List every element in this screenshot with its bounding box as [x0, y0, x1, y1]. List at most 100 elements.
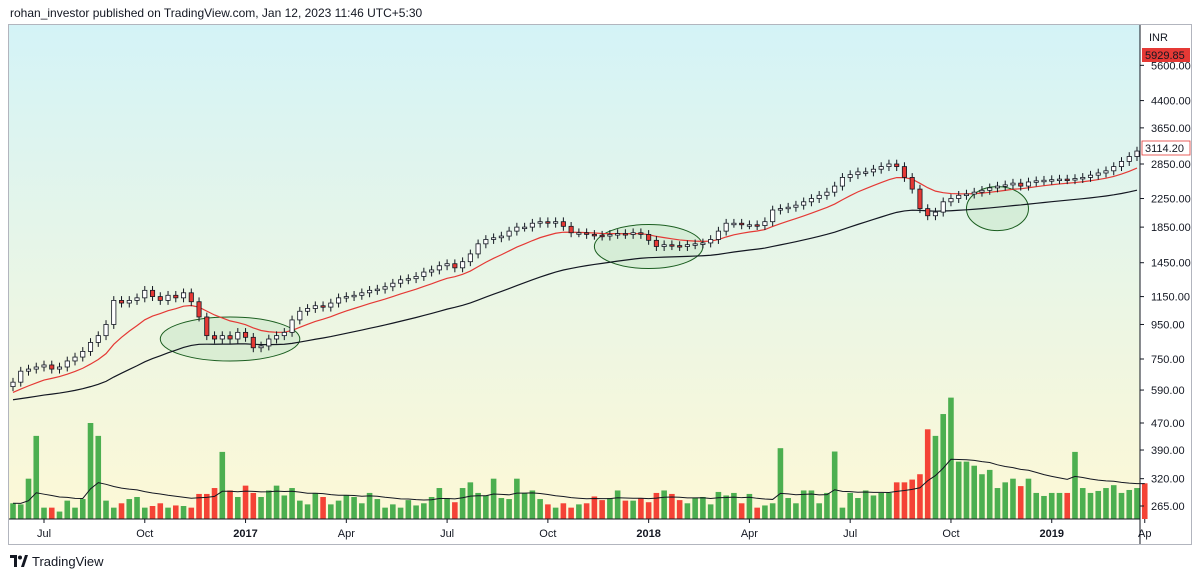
candle-body	[731, 222, 737, 226]
candle-body	[839, 177, 845, 187]
time-axis-tick-label: Oct	[942, 528, 959, 540]
volume-bar	[630, 500, 636, 519]
volume-bar	[707, 504, 714, 519]
volume-bar	[64, 500, 71, 519]
candle-body	[591, 234, 597, 237]
tradingview-footer[interactable]: TradingView	[10, 551, 104, 571]
price-axis-tick-label: 1150.00	[1151, 292, 1190, 304]
svg-text:5929.85: 5929.85	[1145, 50, 1185, 62]
price-axis-tick-label: 3650.00	[1151, 123, 1191, 135]
volume-ma-line	[12, 458, 1145, 504]
candle-body	[398, 279, 404, 284]
candle-body	[537, 221, 543, 224]
volume-bar	[1141, 483, 1148, 519]
candle-body	[126, 300, 132, 304]
volume-bar	[1017, 486, 1024, 519]
candle-body	[134, 297, 140, 301]
volume-bar	[436, 488, 443, 519]
candle-body	[553, 221, 559, 224]
volume-bar	[498, 498, 505, 519]
price-volume-chart[interactable]: 5600.00 4400.00 3650.00 2850.00 2250.00 1850.…	[9, 25, 1192, 545]
tradingview-logo-icon	[10, 555, 28, 567]
volume-bar	[343, 495, 350, 519]
candle-body	[584, 232, 590, 235]
candle-body	[522, 226, 528, 230]
candle-body	[948, 198, 954, 203]
candle-body	[669, 244, 675, 247]
candle-body	[878, 166, 884, 170]
volume-bar	[25, 478, 32, 519]
candle-body	[661, 244, 667, 247]
volume-bar	[948, 397, 954, 519]
price-axis-tick-label: 2850.00	[1151, 159, 1191, 171]
candle-body	[971, 191, 977, 195]
candle-body	[367, 289, 373, 294]
volume-bar	[10, 503, 16, 519]
volume-bar	[800, 490, 807, 519]
candle-body	[281, 331, 287, 337]
price-axis-tick-label: 4400.00	[1151, 96, 1191, 108]
volume-bar	[614, 490, 621, 519]
volume-bar	[266, 490, 272, 519]
volume-bar	[351, 496, 357, 519]
volume-bar	[219, 451, 226, 519]
candle-body	[258, 345, 264, 349]
candle-body	[1056, 178, 1063, 182]
volume-bar	[893, 482, 900, 519]
candle-body	[227, 335, 233, 340]
volume-bar	[545, 504, 551, 519]
candle-body	[1018, 182, 1024, 187]
volume-bar	[1087, 492, 1094, 519]
candle-body	[785, 206, 791, 210]
candle-body	[18, 370, 24, 383]
candle-body	[917, 188, 923, 210]
candle-body	[1041, 179, 1047, 183]
candle-body	[475, 243, 481, 255]
volume-bar	[692, 498, 698, 519]
volume-bar	[103, 500, 109, 519]
candle-body	[932, 211, 938, 217]
time-axis-tick-label: Jul	[440, 528, 454, 540]
candle-body	[429, 269, 435, 273]
candle-body	[41, 364, 47, 368]
chart-pane[interactable]: 5600.00 4400.00 3650.00 2850.00 2250.00 1850.…	[8, 24, 1192, 545]
volume-bar	[374, 499, 381, 519]
volume-bar	[172, 505, 179, 519]
volume-bar	[901, 482, 908, 519]
volume-bar	[483, 495, 489, 519]
time-axis: Jul Oct 2017 Apr Jul Oct 2018 Apr Jul Oct 2019 Ap	[37, 519, 1151, 540]
volume-bar	[258, 496, 264, 519]
volume-bar	[529, 490, 536, 519]
candle-body	[173, 294, 179, 299]
candle-body	[901, 166, 907, 178]
volume-bar	[149, 506, 156, 519]
candle-body	[111, 300, 117, 325]
candle-body	[568, 225, 574, 234]
candle-body	[219, 335, 225, 340]
candle-body	[413, 276, 419, 280]
candle-body	[483, 239, 489, 245]
candle-body	[940, 201, 946, 213]
volume-bar	[33, 435, 40, 519]
last-price-badge: 5929.85	[1142, 48, 1190, 62]
volume-bar	[1064, 492, 1071, 519]
candle-body	[305, 308, 311, 312]
candle-body	[1072, 178, 1078, 181]
candle-body	[762, 221, 768, 226]
currency-label: INR	[1149, 32, 1168, 44]
candle-body	[646, 234, 652, 241]
ema-slow-line	[12, 189, 1138, 401]
volume-bar	[785, 498, 791, 519]
candle-body	[576, 232, 582, 235]
candle-body	[987, 187, 993, 191]
candle-body	[1002, 184, 1008, 187]
candle-body	[103, 324, 109, 337]
volume-bar	[204, 493, 210, 519]
volume-bar	[576, 504, 582, 519]
candle-body	[181, 292, 187, 299]
volume-bar	[669, 493, 675, 519]
candle-body	[1134, 150, 1140, 157]
volume-bar	[87, 423, 94, 519]
volume-bar	[250, 492, 257, 519]
time-axis-tick-label: Oct	[136, 528, 153, 540]
